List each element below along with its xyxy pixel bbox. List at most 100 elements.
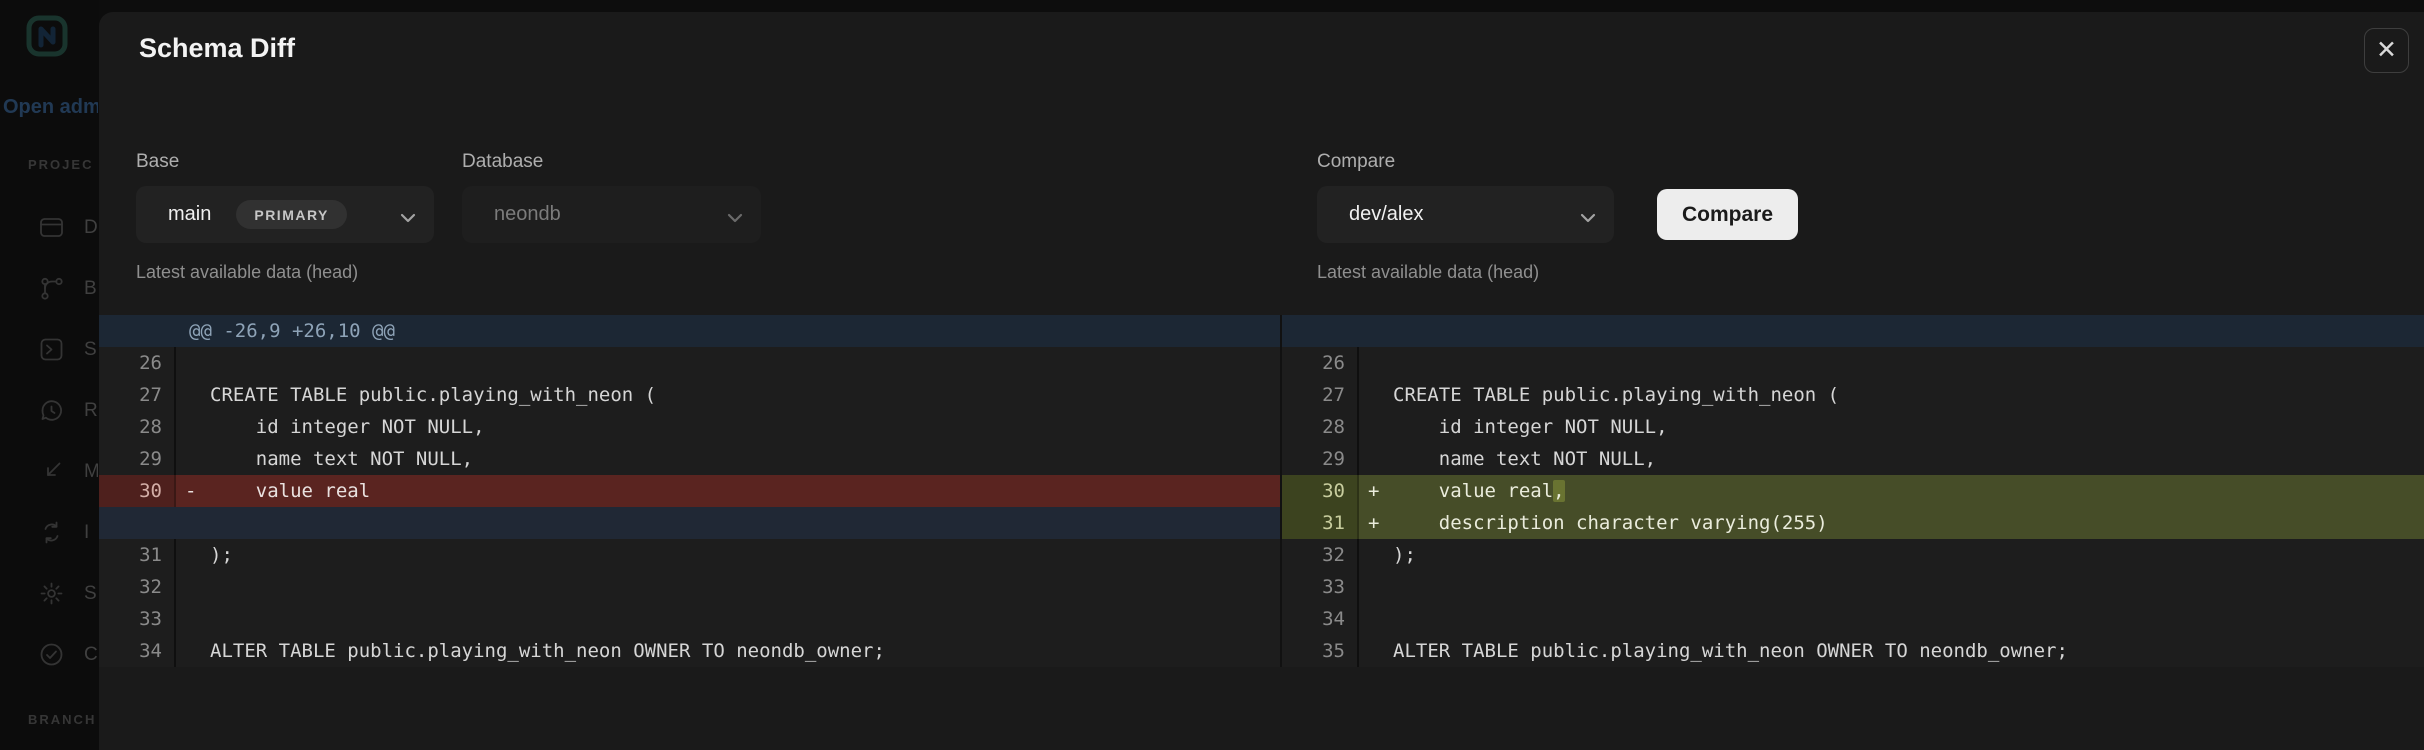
base-group: Base main PRIMARY Latest available data …	[136, 151, 434, 283]
line-number: 34	[1282, 603, 1359, 635]
integrations-icon	[44, 521, 59, 544]
line-number: 26	[99, 347, 176, 379]
diff-marker	[176, 539, 210, 571]
diff-row: 28 id integer NOT NULL,	[1282, 411, 2424, 443]
diff-marker	[1359, 379, 1393, 411]
chevron-down-icon	[400, 210, 416, 222]
diff-marker	[1359, 347, 1393, 379]
diff-row: 31);	[99, 539, 1280, 571]
neon-logo-icon	[26, 15, 68, 57]
line-number: 33	[99, 603, 176, 635]
sidebar-item-label: M	[84, 460, 98, 482]
sidebar-item-dashboard[interactable]: D	[0, 197, 99, 258]
line-number: 31	[99, 539, 176, 571]
open-link[interactable]: Open adm	[3, 96, 98, 118]
chevron-down-icon	[727, 210, 743, 222]
diff-marker	[1359, 635, 1393, 667]
compare-branch-value: dev/alex	[1349, 203, 1424, 225]
sidebar: Open adm PROJEC D B S R M I S C BRANCH	[0, 0, 99, 750]
diff-marker	[176, 603, 210, 635]
diff-row: 29 name text NOT NULL,	[1282, 443, 2424, 475]
sidebar-item-label: S	[84, 338, 97, 360]
line-number: 32	[99, 571, 176, 603]
code-line: CREATE TABLE public.playing_with_neon (	[1393, 384, 1840, 406]
sidebar-item-branches[interactable]: B	[0, 258, 99, 319]
line-number: 34	[99, 635, 176, 667]
diff-row: 29 name text NOT NULL,	[99, 443, 1280, 475]
line-number: 32	[1282, 539, 1359, 571]
line-number: 35	[1282, 635, 1359, 667]
schema-diff-view: @@ -26,9 +26,10 @@ 26 27 CREATE TABLE publi…	[99, 315, 2424, 667]
diff-marker	[176, 411, 210, 443]
code-line: id integer NOT NULL,	[210, 416, 485, 438]
base-branch-select[interactable]: main PRIMARY	[136, 186, 434, 243]
sidebar-item-restore[interactable]: R	[0, 380, 99, 441]
diff-row: 32);	[1282, 539, 2424, 571]
modal-backdrop	[0, 0, 99, 750]
line-number: 29	[99, 443, 176, 475]
sidebar-item-sql-editor[interactable]: S	[0, 319, 99, 380]
code-line: id integer NOT NULL,	[1393, 416, 1668, 438]
database-select[interactable]: neondb	[462, 186, 761, 243]
word-diff-highlight: ,	[1553, 480, 1565, 502]
code-line: name text NOT NULL,	[210, 448, 474, 470]
line-number: 30	[1282, 475, 1359, 507]
diff-marker	[1359, 571, 1393, 603]
database-label: Database	[462, 151, 544, 172]
sql-editor-icon	[40, 338, 63, 361]
diff-marker	[176, 379, 210, 411]
code-line: CREATE TABLE public.playing_with_neon (	[210, 384, 657, 406]
base-label: Base	[136, 151, 180, 172]
sidebar-item-label: B	[84, 277, 97, 299]
sidebar-item-label: D	[84, 216, 98, 238]
diff-row: 33	[99, 603, 1280, 635]
line-number: 33	[1282, 571, 1359, 603]
diff-row: 32	[99, 571, 1280, 603]
code-line: );	[210, 544, 233, 566]
branches-icon	[41, 277, 63, 300]
primary-badge: PRIMARY	[236, 200, 347, 229]
compare-label: Compare	[1317, 151, 1396, 172]
code-line: ALTER TABLE public.playing_with_neon OWN…	[210, 640, 885, 662]
sidebar-item-checklist[interactable]: C	[0, 624, 99, 685]
close-button[interactable]: ✕	[2364, 28, 2409, 73]
diff-marker	[176, 443, 210, 475]
restore-icon	[41, 400, 62, 421]
sidebar-item-monitoring[interactable]: M	[0, 441, 99, 502]
diff-pane-base[interactable]: @@ -26,9 +26,10 @@ 26 27 CREATE TABLE publi…	[99, 315, 1280, 667]
sidebar-item-integrations[interactable]: I	[0, 502, 99, 563]
code-line: value real	[210, 480, 371, 502]
monitoring-icon	[47, 462, 61, 476]
line-number: 27	[1282, 379, 1359, 411]
diff-pane-compare[interactable]: 26 27 CREATE TABLE public.playing_with_neo…	[1280, 315, 2424, 667]
sidebar-nav: D B S R M I S C	[0, 197, 99, 685]
diff-marker: -	[185, 480, 197, 502]
line-number: 30	[99, 475, 176, 507]
base-helper-text: Latest available data (head)	[136, 262, 359, 282]
diff-row: 30 + value real,	[1282, 475, 2424, 507]
diff-row: 34 ALTER TABLE public.playing_with_neon O…	[99, 635, 1280, 667]
sidebar-item-settings[interactable]: S	[0, 563, 99, 624]
diff-marker	[1359, 411, 1393, 443]
schema-diff-modal: Schema Diff ✕ Base main PRIMARY Latest a…	[99, 12, 2424, 750]
code-line: value real,	[1393, 480, 1565, 502]
line-number: 26	[1282, 347, 1359, 379]
close-icon: ✕	[2376, 36, 2397, 64]
diff-row: 27 CREATE TABLE public.playing_with_neon …	[99, 379, 1280, 411]
sidebar-item-label: I	[84, 521, 90, 543]
diff-marker	[176, 571, 210, 603]
hunk-header-row: @@ -26,9 +26,10 @@	[99, 315, 1280, 347]
diff-row: 33	[1282, 571, 2424, 603]
line-number: 27	[99, 379, 176, 411]
checklist-icon	[40, 643, 63, 666]
diff-row: 28 id integer NOT NULL,	[99, 411, 1280, 443]
sidebar-item-label: C	[84, 643, 98, 665]
compare-button[interactable]: Compare	[1657, 189, 1798, 240]
compare-group: Compare dev/alex Compare Latest availabl…	[1317, 151, 1798, 283]
chevron-down-icon	[1580, 210, 1596, 222]
database-group: Database neondb	[462, 151, 761, 243]
line-number: 28	[1282, 411, 1359, 443]
compare-branch-select[interactable]: dev/alex	[1317, 186, 1614, 243]
diff-row: 31 + description character varying(255)	[1282, 507, 2424, 539]
modal-title: Schema Diff	[139, 33, 296, 63]
